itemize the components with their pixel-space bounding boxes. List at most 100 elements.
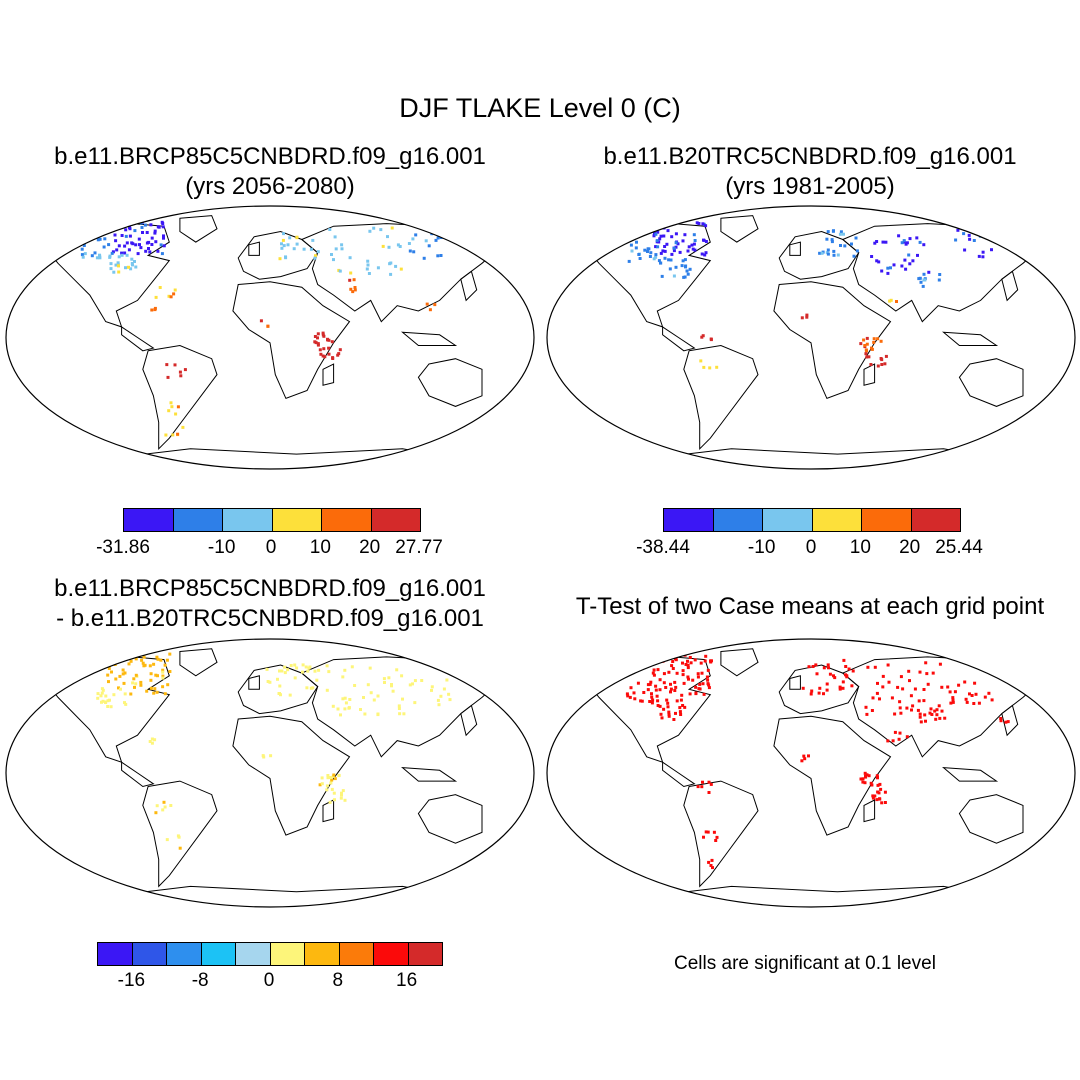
lake-cell <box>954 238 958 242</box>
lake-cell <box>671 660 675 663</box>
lake-cell <box>396 243 400 247</box>
coastline <box>300 223 505 323</box>
lake-cell <box>139 683 143 687</box>
lake-cell <box>864 705 868 709</box>
lake-cell <box>667 710 671 714</box>
lake-cell <box>376 694 380 698</box>
colorbar-panel1 <box>123 508 421 532</box>
lake-cell <box>80 253 84 257</box>
lake-cell <box>397 704 401 708</box>
lake-cell <box>673 680 677 684</box>
lake-cell <box>153 229 157 233</box>
lake-cell <box>144 249 148 253</box>
lake-cell <box>325 784 329 788</box>
significance-note: Cells are significant at 0.1 level <box>674 953 936 974</box>
lake-cell <box>922 272 926 276</box>
lake-cell <box>974 692 978 696</box>
lake-cell <box>675 671 679 675</box>
lake-cell <box>690 243 694 247</box>
lake-cell <box>662 672 666 676</box>
lake-cell <box>880 269 884 273</box>
lake-cell <box>293 663 297 667</box>
lake-cell <box>709 782 713 786</box>
lake-cell <box>640 699 644 703</box>
lake-cell <box>875 774 879 778</box>
lake-cell <box>629 243 633 247</box>
lake-cell <box>705 675 709 679</box>
lake-cell <box>325 688 329 692</box>
lake-cell <box>123 251 127 255</box>
lake-cell <box>702 365 706 369</box>
lake-cell <box>284 256 288 260</box>
coastline <box>789 675 801 690</box>
coastline <box>401 766 458 782</box>
lake-cell <box>153 308 157 312</box>
lake-cell <box>147 247 150 250</box>
lake-cell <box>657 259 661 263</box>
lake-cell <box>656 699 660 703</box>
lake-cell <box>366 263 370 267</box>
lake-cell <box>937 704 941 708</box>
lake-cell <box>888 299 892 303</box>
lake-cell <box>93 251 97 255</box>
lake-cell <box>911 704 915 708</box>
colorbar-swatch <box>862 509 912 531</box>
lake-cell <box>305 686 309 690</box>
lake-cell <box>832 229 835 233</box>
lake-cell <box>408 249 412 253</box>
lake-cell <box>879 787 883 791</box>
lake-cell <box>359 708 362 711</box>
lake-cell <box>266 324 270 328</box>
lake-cell <box>700 671 704 675</box>
lake-cell <box>839 244 842 247</box>
lake-cell <box>830 240 834 244</box>
lake-cell <box>889 266 892 270</box>
lake-cell <box>149 678 153 682</box>
lake-cell <box>964 697 968 701</box>
lake-cell <box>662 220 666 224</box>
lake-cell <box>709 338 713 342</box>
lake-cell <box>658 704 662 708</box>
coastline <box>958 794 1024 844</box>
lake-cell <box>667 258 671 262</box>
lake-cell <box>178 846 182 850</box>
lake-cell <box>295 666 299 670</box>
lake-cell <box>422 256 426 260</box>
lake-cell <box>648 255 652 258</box>
lake-cell <box>883 790 887 794</box>
lake-cell <box>411 682 414 686</box>
colorbar-swatch <box>98 943 133 965</box>
lake-cell <box>688 656 692 659</box>
lake-cell <box>660 224 664 228</box>
lake-cell <box>805 313 809 317</box>
lake-cell <box>269 754 273 758</box>
lake-cell <box>329 781 333 785</box>
map-border <box>5 638 535 908</box>
lake-cell <box>685 269 689 273</box>
lake-cell <box>706 678 710 682</box>
lake-cell <box>629 686 633 690</box>
lake-cell <box>124 702 128 706</box>
lake-cell <box>109 267 113 271</box>
lake-cell <box>922 243 926 247</box>
coastline <box>237 664 319 715</box>
lake-cell <box>401 697 404 701</box>
lake-cell <box>395 668 399 672</box>
lake-cell <box>411 237 415 241</box>
lake-cell <box>124 266 127 270</box>
lake-cell <box>433 303 437 307</box>
lake-cell <box>876 790 880 794</box>
lake-cell <box>387 676 391 680</box>
lake-cell <box>311 686 315 690</box>
lake-cell <box>877 260 881 264</box>
lake-cell <box>106 699 110 703</box>
lake-cell <box>347 706 351 710</box>
lake-cell <box>112 270 116 274</box>
lake-cell <box>295 236 299 240</box>
lake-cell <box>333 798 336 802</box>
lake-cell <box>122 681 126 685</box>
panel1-title: b.e11.BRCP85C5CNBDRD.f09_g16.001 (yrs 20… <box>0 142 540 202</box>
lake-cell <box>336 353 340 357</box>
lake-cell <box>339 796 343 800</box>
lake-cell <box>842 232 845 236</box>
